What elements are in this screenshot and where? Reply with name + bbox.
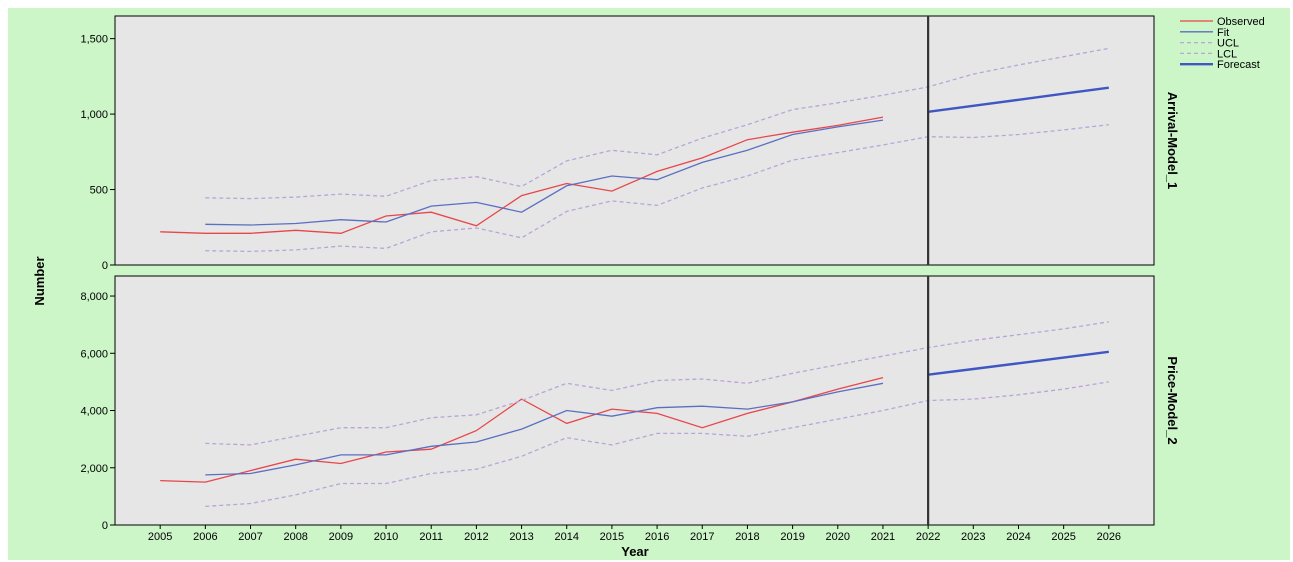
panel-label: Price-Model_2 bbox=[1165, 356, 1180, 444]
legend-label-lcl: LCL bbox=[1217, 48, 1237, 60]
series-fit-line bbox=[205, 119, 884, 226]
x-tick-label: 2006 bbox=[193, 531, 217, 543]
plot-area bbox=[114, 275, 1155, 526]
x-tick-label: 2025 bbox=[1051, 531, 1075, 543]
y-tick-label: 4,000 bbox=[80, 406, 108, 418]
y-tick-label: 8,000 bbox=[80, 291, 108, 303]
x-tick-label: 2016 bbox=[645, 531, 669, 543]
panel-label: Arrival-Model_1 bbox=[1165, 92, 1180, 190]
x-tick-label: 2009 bbox=[329, 531, 353, 543]
x-axis-title: Year bbox=[621, 544, 648, 559]
plot-area bbox=[114, 15, 1155, 266]
series-observed-line bbox=[160, 376, 884, 483]
y-tick-label: 6,000 bbox=[80, 348, 108, 360]
x-tick-label: 2010 bbox=[374, 531, 398, 543]
x-tick-label: 2020 bbox=[826, 531, 850, 543]
x-tick-label: 2024 bbox=[1006, 531, 1030, 543]
x-tick-label: 2022 bbox=[916, 531, 940, 543]
y-tick-label: 1,000 bbox=[80, 109, 108, 121]
series-ucl-line bbox=[205, 47, 1109, 200]
series-ucl-line bbox=[205, 321, 1109, 446]
y-tick-label: 0 bbox=[102, 520, 108, 532]
y-tick-label: 0 bbox=[102, 260, 108, 272]
chart-frame: 0 500 1,000 1,500 Arrival-Model_1 0 2,000 4,000… bbox=[8, 8, 1290, 560]
y-tick-label: 500 bbox=[90, 185, 108, 197]
y-tick-label: 2,000 bbox=[80, 463, 108, 475]
x-tick-label: 2021 bbox=[871, 531, 895, 543]
x-tick-label: 2005 bbox=[148, 531, 172, 543]
x-tick-label: 2013 bbox=[509, 531, 533, 543]
panel-0: 0 500 1,000 1,500 Arrival-Model_1 bbox=[80, 15, 1180, 272]
x-tick-label: 2014 bbox=[554, 531, 578, 543]
x-tick-label: 2023 bbox=[961, 531, 985, 543]
legend-label-forecast: Forecast bbox=[1217, 59, 1260, 71]
panels-layer: 0 500 1,000 1,500 Arrival-Model_1 0 2,000 4,000… bbox=[80, 15, 1180, 543]
forecast-chart: 0 500 1,000 1,500 Arrival-Model_1 0 2,000 4,000… bbox=[32, 15, 1265, 559]
x-tick-label: 2018 bbox=[735, 531, 759, 543]
panel-1: 0 2,000 4,000 6,000 8,000 Price-Model_2 bbox=[80, 275, 1180, 532]
legend-label-observed: Observed bbox=[1217, 16, 1265, 28]
series-lcl-line bbox=[205, 124, 1109, 253]
series-forecast-line bbox=[927, 86, 1109, 113]
x-tick-label: 2015 bbox=[600, 531, 624, 543]
series-lcl-line bbox=[205, 381, 1109, 508]
legend-label-fit: Fit bbox=[1217, 27, 1229, 39]
x-tick-label: 2017 bbox=[690, 531, 714, 543]
series-fit-line bbox=[205, 382, 884, 476]
series-observed-line bbox=[160, 116, 884, 234]
x-tick-label: 2019 bbox=[780, 531, 804, 543]
x-tick-label: 2007 bbox=[238, 531, 262, 543]
x-tick-label: 2012 bbox=[464, 531, 488, 543]
x-tick-label: 2008 bbox=[283, 531, 307, 543]
x-tick-label: 2026 bbox=[1097, 531, 1121, 543]
y-axis-title: Number bbox=[32, 256, 47, 305]
x-tick-label: 2011 bbox=[419, 531, 443, 543]
y-tick-label: 1,500 bbox=[80, 34, 108, 46]
series-forecast-line bbox=[927, 350, 1109, 376]
legend-label-ucl: UCL bbox=[1217, 38, 1239, 50]
